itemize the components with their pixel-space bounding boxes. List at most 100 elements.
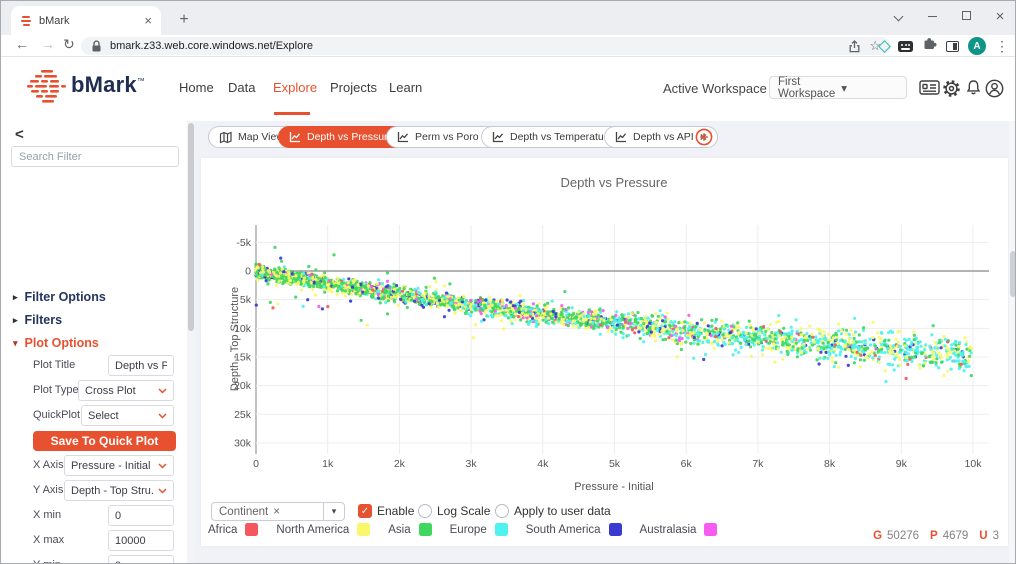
- quickplot-select[interactable]: Select: [81, 405, 174, 426]
- keyboard-extension-icon[interactable]: [898, 40, 913, 52]
- y-axis-label: Y Axis: [33, 484, 64, 496]
- count-u-value: 3: [992, 530, 999, 542]
- add-plot-tab-button[interactable]: [695, 128, 713, 151]
- x-min-input[interactable]: [108, 505, 174, 526]
- apply-to-user-data-checkbox[interactable]: [495, 504, 509, 518]
- chart-title: Depth vs Pressure: [561, 175, 668, 190]
- x-max-input[interactable]: [108, 530, 174, 551]
- log-scale-checkbox[interactable]: [418, 504, 432, 518]
- new-tab-button[interactable]: +: [179, 11, 189, 28]
- svg-text:15k: 15k: [234, 351, 252, 363]
- nav-explore[interactable]: Explore: [273, 80, 318, 95]
- bell-icon[interactable]: [965, 79, 982, 102]
- clear-icon[interactable]: ×: [273, 505, 280, 518]
- workspace-select[interactable]: First Workspace ▾: [769, 76, 907, 100]
- scatter-plot[interactable]: 0 1k 2k 3k 4k 5k 6k 7k 8k 9k 10k -5k 0 5k 10k 15k 20k 25k…: [201, 158, 1008, 498]
- gear-icon[interactable]: [942, 79, 961, 103]
- sidebar-scrollbar-thumb[interactable]: [188, 123, 194, 331]
- forward-button[interactable]: →: [41, 36, 55, 52]
- apply-to-user-data-label: Apply to user data: [514, 504, 611, 518]
- continent-legend: Africa North America Asia Europe South A…: [208, 523, 718, 536]
- active-workspace-label: Active Workspace: [663, 81, 767, 96]
- svg-text:5k: 5k: [609, 458, 621, 470]
- svg-text:10k: 10k: [234, 323, 252, 335]
- address-bar[interactable]: bmark.z33.web.core.windows.net/Explore ☆: [81, 37, 891, 55]
- tab-search-chevron-icon[interactable]: [881, 9, 915, 23]
- x-axis-select[interactable]: Pressure - Initial: [64, 455, 174, 476]
- svg-text:4k: 4k: [537, 458, 549, 470]
- plot-type-select[interactable]: Cross Plot: [78, 380, 174, 401]
- search-filter-input[interactable]: [11, 146, 179, 167]
- tab-depth-vs-temperature[interactable]: Depth vs Temperature ×: [481, 126, 638, 148]
- svg-text:10k: 10k: [965, 458, 983, 470]
- quickplot-label: QuickPlot: [33, 409, 81, 421]
- tab-depth-vs-pressure[interactable]: Depth vs Pressure ×: [278, 126, 418, 148]
- svg-text:5k: 5k: [240, 294, 252, 306]
- legend-swatch: [357, 523, 371, 536]
- legend-swatch: [494, 523, 508, 536]
- section-filters[interactable]: ▸ Filters: [13, 313, 63, 327]
- y-min-input[interactable]: [108, 555, 174, 563]
- sidebar-scrollbar[interactable]: [187, 121, 195, 563]
- browser-menu-icon[interactable]: ⋮: [995, 37, 1009, 54]
- svg-text:25k: 25k: [234, 409, 252, 421]
- nav-data[interactable]: Data: [228, 80, 256, 95]
- section-plot-options[interactable]: ▾ Plot Options: [13, 336, 99, 350]
- chevron-down-icon[interactable]: ▾: [324, 502, 345, 521]
- chart-icon: [289, 132, 301, 143]
- bookmark-star-icon[interactable]: ☆: [869, 38, 881, 53]
- sidebar-collapse-icon[interactable]: <: [15, 126, 24, 143]
- bmark-favicon-icon: [20, 15, 32, 27]
- nav-projects[interactable]: Projects: [330, 80, 377, 95]
- back-button[interactable]: ←: [15, 36, 29, 52]
- maximize-button[interactable]: [949, 9, 983, 23]
- chart-gridlines: [255, 225, 989, 454]
- side-panel-icon[interactable]: [946, 40, 959, 52]
- address-bar-row: ← → ↻ bmark.z33.web.core.windows.net/Exp…: [1, 35, 1015, 57]
- x-axis-title: Pressure - Initial: [574, 481, 653, 493]
- page-scrollbar-thumb[interactable]: [1010, 251, 1015, 297]
- nav-home[interactable]: Home: [179, 80, 214, 95]
- id-card-icon[interactable]: [919, 79, 940, 101]
- chart-tick-labels: 0 1k 2k 3k 4k 5k 6k 7k 8k 9k 10k -5k 0 5k 10k 15k 20k 25k…: [234, 237, 982, 470]
- puzzle-extensions-icon[interactable]: [922, 36, 937, 56]
- count-p-label: P: [930, 530, 938, 542]
- chart-icon: [492, 132, 504, 143]
- section-filter-options[interactable]: ▸ Filter Options: [13, 290, 106, 304]
- svg-text:30k: 30k: [234, 437, 252, 449]
- reload-button[interactable]: ↻: [63, 36, 75, 52]
- save-to-quick-plot-button[interactable]: Save To Quick Plot: [33, 431, 176, 451]
- select-caret-icon: [158, 462, 167, 469]
- y-axis-select[interactable]: Depth - Top Stru...: [64, 480, 174, 501]
- bmark-logo-icon: [27, 68, 67, 111]
- legend-item: South America: [526, 523, 622, 536]
- legend-item: Australasia: [640, 523, 718, 536]
- svg-text:1k: 1k: [322, 458, 334, 470]
- map-icon: [219, 131, 232, 143]
- plot-title-input[interactable]: [108, 355, 174, 376]
- brand-title: bMark™: [71, 72, 145, 97]
- lock-icon[interactable]: [91, 39, 102, 53]
- page-scrollbar[interactable]: [1009, 121, 1015, 563]
- chevron-down-icon: ▾: [841, 82, 848, 95]
- extension-diamond-icon[interactable]: [878, 39, 891, 53]
- x-max-label: X max: [33, 534, 65, 546]
- minimize-button[interactable]: [915, 9, 949, 23]
- tab-close-icon[interactable]: ×: [144, 13, 152, 28]
- svg-text:7k: 7k: [752, 458, 764, 470]
- profile-avatar[interactable]: A: [968, 37, 986, 55]
- window-close-button[interactable]: ×: [995, 7, 1005, 25]
- browser-tab[interactable]: bMark ×: [11, 6, 161, 35]
- tab-perm-vs-poro[interactable]: Perm vs Poro ×: [386, 126, 503, 148]
- y-min-label: Y min: [33, 559, 61, 563]
- svg-text:9k: 9k: [896, 458, 908, 470]
- plot-type-label: Plot Type: [33, 384, 79, 396]
- account-icon[interactable]: [985, 79, 1004, 103]
- share-icon[interactable]: [848, 39, 861, 53]
- enable-checkbox[interactable]: ✓: [358, 504, 372, 518]
- nav-learn[interactable]: Learn: [389, 80, 423, 95]
- color-by-select[interactable]: Continent × ▾: [211, 502, 345, 521]
- svg-text:-5k: -5k: [236, 237, 251, 249]
